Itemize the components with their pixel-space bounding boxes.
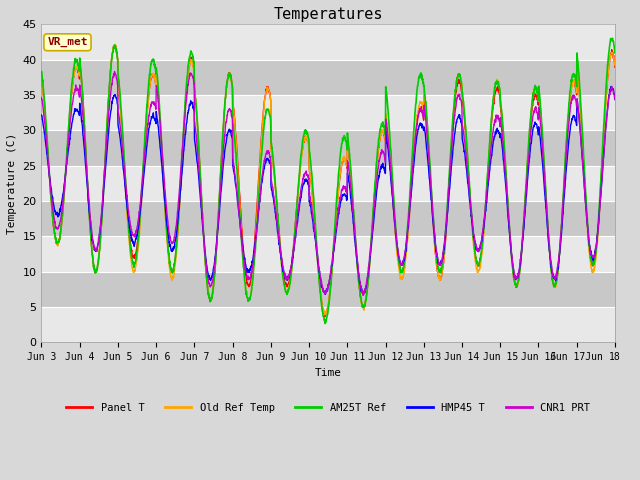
Panel T bbox=[198, 199, 205, 205]
Old Ref Temp bbox=[346, 156, 353, 162]
Bar bbox=[42, 166, 615, 201]
Panel T bbox=[346, 157, 353, 163]
AM25T Ref bbox=[321, 321, 329, 326]
Old Ref Temp bbox=[111, 42, 118, 48]
AM25T Ref bbox=[561, 171, 568, 177]
Panel T bbox=[321, 314, 329, 320]
Bar bbox=[42, 237, 615, 272]
HMP45 T bbox=[345, 180, 353, 186]
HMP45 T bbox=[198, 205, 205, 211]
Line: AM25T Ref: AM25T Ref bbox=[42, 38, 615, 324]
AM25T Ref bbox=[611, 50, 619, 56]
AM25T Ref bbox=[358, 300, 365, 306]
CNR1 PRT bbox=[561, 175, 568, 181]
Old Ref Temp bbox=[611, 62, 619, 68]
HMP45 T bbox=[358, 286, 365, 291]
Bar bbox=[42, 60, 615, 95]
AM25T Ref bbox=[345, 145, 353, 151]
Line: CNR1 PRT: CNR1 PRT bbox=[42, 72, 615, 295]
CNR1 PRT bbox=[611, 96, 619, 102]
Line: Old Ref Temp: Old Ref Temp bbox=[42, 45, 615, 315]
Bar bbox=[42, 272, 615, 307]
Panel T bbox=[611, 64, 619, 70]
CNR1 PRT bbox=[495, 119, 503, 124]
Old Ref Temp bbox=[38, 74, 45, 80]
HMP45 T bbox=[561, 191, 568, 197]
Old Ref Temp bbox=[198, 197, 205, 203]
Panel T bbox=[495, 91, 503, 96]
HMP45 T bbox=[577, 129, 584, 134]
Panel T bbox=[358, 301, 365, 307]
AM25T Ref bbox=[495, 85, 503, 91]
AM25T Ref bbox=[609, 36, 616, 41]
HMP45 T bbox=[495, 130, 503, 135]
AM25T Ref bbox=[577, 95, 584, 101]
Old Ref Temp bbox=[321, 312, 329, 318]
Bar bbox=[42, 201, 615, 237]
CNR1 PRT bbox=[198, 205, 205, 211]
CNR1 PRT bbox=[38, 95, 45, 100]
Bar bbox=[42, 24, 615, 60]
Panel T bbox=[38, 73, 45, 79]
CNR1 PRT bbox=[359, 292, 367, 298]
HMP45 T bbox=[38, 112, 45, 118]
X-axis label: Time: Time bbox=[315, 368, 342, 378]
Title: Temperatures: Temperatures bbox=[273, 7, 383, 22]
AM25T Ref bbox=[198, 192, 205, 198]
Legend: Panel T, Old Ref Temp, AM25T Ref, HMP45 T, CNR1 PRT: Panel T, Old Ref Temp, AM25T Ref, HMP45 … bbox=[62, 398, 595, 417]
AM25T Ref bbox=[38, 69, 45, 74]
Old Ref Temp bbox=[358, 302, 365, 308]
Old Ref Temp bbox=[561, 173, 568, 179]
Old Ref Temp bbox=[577, 112, 584, 118]
CNR1 PRT bbox=[111, 69, 118, 74]
HMP45 T bbox=[611, 96, 619, 102]
Line: HMP45 T: HMP45 T bbox=[42, 86, 615, 294]
Old Ref Temp bbox=[495, 84, 503, 90]
Bar bbox=[42, 95, 615, 131]
Panel T bbox=[111, 42, 118, 48]
Panel T bbox=[577, 109, 584, 115]
Panel T bbox=[561, 169, 568, 175]
Line: Panel T: Panel T bbox=[42, 45, 615, 317]
Bar bbox=[42, 307, 615, 342]
CNR1 PRT bbox=[345, 168, 353, 174]
Bar bbox=[42, 131, 615, 166]
Text: VR_met: VR_met bbox=[47, 37, 88, 48]
HMP45 T bbox=[607, 84, 615, 89]
CNR1 PRT bbox=[577, 132, 584, 138]
CNR1 PRT bbox=[358, 288, 365, 293]
Y-axis label: Temperature (C): Temperature (C) bbox=[7, 133, 17, 234]
HMP45 T bbox=[321, 291, 329, 297]
